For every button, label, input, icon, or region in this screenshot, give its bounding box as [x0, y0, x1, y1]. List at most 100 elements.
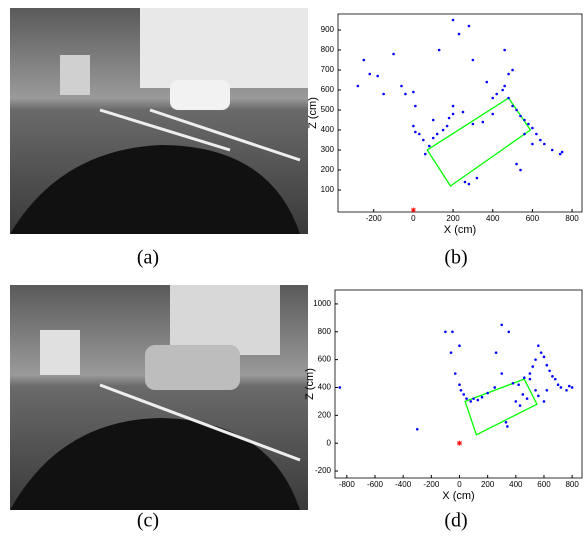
- point: [503, 48, 506, 52]
- point: [412, 90, 415, 94]
- y-tick-label: 400: [318, 383, 332, 392]
- y-tick-label: 600: [321, 85, 335, 94]
- caption: (d): [444, 510, 467, 532]
- point: [542, 355, 546, 359]
- x-axis-label: X (cm): [442, 490, 474, 502]
- parking-box: [464, 378, 538, 436]
- point: [514, 400, 518, 403]
- point: [465, 397, 468, 400]
- point: [441, 128, 445, 132]
- point: [501, 88, 504, 92]
- point: [467, 182, 471, 186]
- point: [414, 104, 417, 108]
- x-tick-label: -200: [366, 214, 383, 223]
- point: [475, 176, 479, 180]
- point: [558, 152, 562, 156]
- point: [451, 18, 455, 22]
- point: [400, 84, 403, 88]
- point: [469, 400, 473, 403]
- point: [556, 383, 560, 386]
- point: [493, 386, 496, 389]
- point: [451, 112, 455, 116]
- point: [435, 132, 439, 136]
- y-tick-label: 200: [318, 410, 332, 419]
- point: [570, 386, 574, 389]
- point: [568, 384, 571, 388]
- point: [376, 74, 379, 78]
- point: [445, 124, 449, 128]
- point: [539, 351, 543, 354]
- point: [423, 152, 427, 156]
- point: [437, 48, 441, 52]
- point: [485, 80, 489, 84]
- point: [461, 110, 465, 114]
- point: [451, 104, 455, 108]
- point: [495, 92, 498, 96]
- point: [444, 330, 447, 334]
- point: [431, 136, 435, 140]
- point: [517, 383, 520, 386]
- point: [535, 132, 538, 136]
- x-tick-label: 800: [565, 480, 579, 489]
- y-tick-label: 600: [318, 355, 332, 364]
- point: [462, 393, 466, 396]
- x-tick-label: 200: [446, 214, 460, 223]
- caption: (a): [137, 247, 159, 269]
- point: [412, 124, 415, 128]
- y-tick-label: 0: [327, 438, 332, 447]
- point: [356, 84, 360, 88]
- point: [418, 132, 421, 136]
- y-tick-label: 700: [321, 65, 335, 74]
- point: [515, 108, 518, 112]
- point: [507, 96, 510, 100]
- point: [447, 116, 451, 120]
- point: [458, 383, 461, 386]
- point: [565, 388, 568, 392]
- plot-area: [337, 13, 583, 213]
- x-tick-label: -800: [339, 480, 356, 489]
- point: [467, 24, 471, 28]
- x-tick-label: 600: [526, 214, 540, 223]
- y-tick-label: 300: [321, 145, 335, 154]
- y-tick-label: 800: [318, 327, 332, 336]
- point: [414, 130, 417, 134]
- point: [491, 112, 495, 116]
- point: [491, 96, 495, 100]
- point: [463, 180, 467, 184]
- point: [542, 400, 546, 403]
- point: [471, 122, 475, 126]
- point: [511, 104, 514, 108]
- point: [553, 377, 557, 381]
- point: [480, 395, 484, 399]
- point: [449, 351, 453, 354]
- y-axis-label: Z (cm): [307, 97, 319, 129]
- point: [476, 398, 480, 402]
- x-tick-label: -200: [423, 480, 440, 489]
- point: [521, 393, 525, 396]
- point: [534, 388, 537, 392]
- point: [519, 168, 522, 172]
- point: [422, 138, 425, 142]
- point: [527, 122, 530, 126]
- origin-marker: [456, 440, 462, 446]
- x-tick-label: 600: [537, 480, 551, 489]
- caption: (b): [444, 247, 467, 269]
- point: [537, 394, 540, 398]
- point: [500, 372, 504, 375]
- point: [515, 162, 518, 166]
- point: [531, 142, 534, 146]
- point: [511, 68, 514, 72]
- y-tick-label: 200: [321, 165, 335, 174]
- point: [404, 92, 407, 96]
- point: [506, 425, 509, 428]
- point: [507, 72, 510, 76]
- point: [531, 126, 534, 130]
- point: [539, 138, 542, 142]
- point: [545, 388, 549, 392]
- y-tick-label: 900: [321, 25, 335, 34]
- y-tick-label: 1000: [313, 299, 331, 308]
- point: [545, 363, 549, 367]
- point: [507, 330, 511, 334]
- photo-a: [10, 8, 308, 234]
